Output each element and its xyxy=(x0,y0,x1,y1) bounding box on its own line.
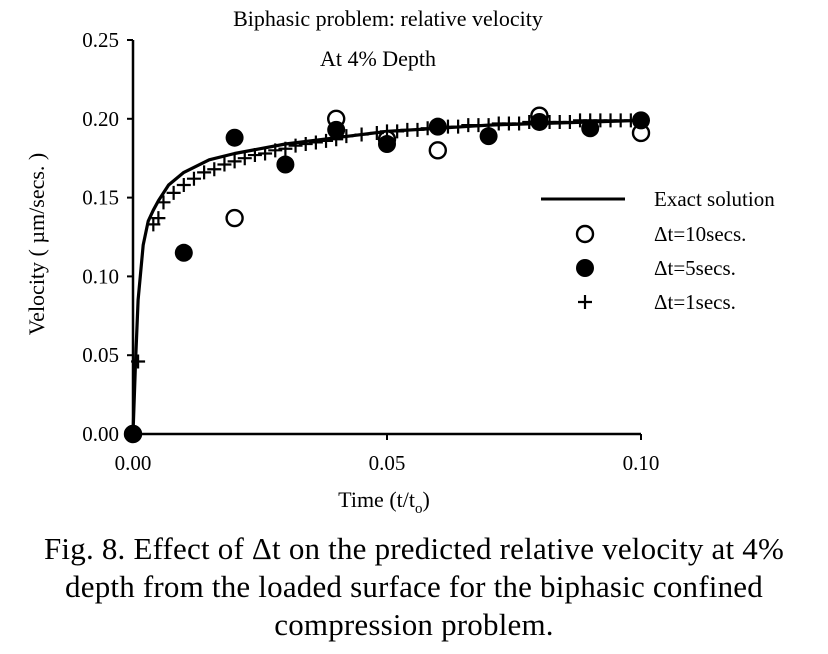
point-dt1 xyxy=(562,114,577,129)
legend: Exact solution Δt=10secs. Δt=5secs. Δt=1sec… xyxy=(541,187,775,314)
legend-label: Exact solution xyxy=(654,187,775,211)
point-dt1 xyxy=(288,138,303,153)
legend-label: Δt=10secs. xyxy=(654,222,746,246)
point-dt1 xyxy=(319,133,334,148)
point-dt1 xyxy=(354,127,369,142)
point-dt1 xyxy=(268,143,283,158)
point-dt5 xyxy=(327,120,346,139)
point-dt1 xyxy=(227,154,242,169)
point-dt1 xyxy=(258,146,273,161)
x-tick-label: 0.05 xyxy=(369,451,406,475)
point-dt5 xyxy=(174,243,193,262)
point-dt1 xyxy=(217,157,232,172)
axes: 0.00 0.05 0.10 0.15 0.20 0.25 0.00 0.05 0.10 xyxy=(82,28,659,475)
x-axis-label-subscript: o xyxy=(415,501,423,517)
point-dt1 xyxy=(237,151,252,166)
point-dt1 xyxy=(156,195,171,210)
y-tick-label: 0.25 xyxy=(82,28,119,52)
point-dt1 xyxy=(151,211,166,226)
chart-subtitle: At 4% Depth xyxy=(320,46,436,71)
point-dt10 xyxy=(428,141,447,160)
caption-line-1: Fig. 8. Effect of Δt on the predicted re… xyxy=(43,531,785,566)
legend-swatch-dt10 xyxy=(575,224,595,244)
figure-caption: Fig. 8. Effect of Δt on the predicted re… xyxy=(0,530,828,644)
legend-swatch-dt1 xyxy=(578,295,592,309)
point-dt1 xyxy=(451,119,466,134)
point-dt1 xyxy=(131,354,146,369)
point-dt1 xyxy=(390,124,405,139)
point-dt1 xyxy=(481,118,496,133)
y-tick-label: 0.05 xyxy=(82,343,119,367)
exact-solution-line xyxy=(131,118,642,435)
point-dt1 xyxy=(298,137,313,152)
point-dt5 xyxy=(225,128,244,147)
y-tick-label: 0.00 xyxy=(82,422,119,446)
point-dt1 xyxy=(197,165,212,180)
point-dt1 xyxy=(410,122,425,137)
legend-label: Δt=1secs. xyxy=(654,290,736,314)
point-dt1 xyxy=(278,141,293,156)
point-dt1 xyxy=(166,185,181,200)
point-dt1 xyxy=(430,121,445,136)
x-axis-label: Time (t/to) xyxy=(338,487,430,517)
point-dt1 xyxy=(623,113,638,128)
y-tick-label: 0.20 xyxy=(82,107,119,131)
y-tick-label: 0.10 xyxy=(82,264,119,288)
data-points-layer xyxy=(123,106,651,444)
x-tick-label: 0.00 xyxy=(115,451,152,475)
point-dt1 xyxy=(186,171,201,186)
point-dt5 xyxy=(479,127,498,146)
legend-label: Δt=5secs. xyxy=(654,256,736,280)
point-dt1 xyxy=(339,129,354,144)
point-dt1 xyxy=(207,162,222,177)
point-dt1 xyxy=(369,125,384,140)
chart-title: Biphasic problem: relative velocity xyxy=(233,6,543,31)
point-dt10 xyxy=(225,208,244,228)
legend-swatch-dt5 xyxy=(576,259,594,277)
chart: Biphasic problem: relative velocity At 4… xyxy=(24,6,775,517)
point-dt5 xyxy=(276,155,295,174)
point-dt1 xyxy=(176,177,191,192)
point-dt1 xyxy=(512,116,527,131)
y-axis-label: Velocity ( µm/secs. ) xyxy=(24,153,49,336)
point-dt5 xyxy=(124,425,142,443)
x-axis-label-main: Time (t/t xyxy=(338,487,415,512)
exact-solution-layer xyxy=(131,118,642,435)
point-dt1 xyxy=(308,135,323,150)
point-dt5 xyxy=(581,119,600,138)
caption-line-3: compression problem. xyxy=(274,607,554,642)
x-tick-label: 0.10 xyxy=(623,451,660,475)
point-dt5 xyxy=(632,111,650,130)
caption-line-2: depth from the loaded surface for the bi… xyxy=(65,569,763,604)
x-axis-label-suffix: ) xyxy=(423,487,430,512)
y-tick-label: 0.15 xyxy=(82,186,119,210)
point-dt5 xyxy=(378,135,396,154)
point-dt1 xyxy=(247,148,262,163)
point-dt1 xyxy=(329,132,344,147)
